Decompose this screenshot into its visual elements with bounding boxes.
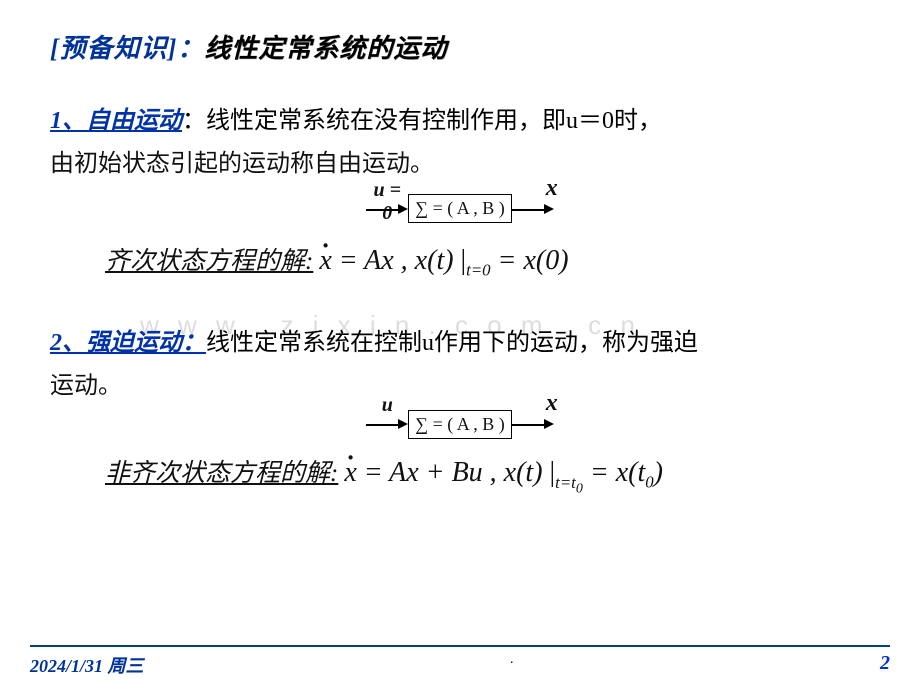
eq2-label: 非齐次状态方程的解: [105,453,338,489]
section2-num: 2、强迫运动： [50,330,206,356]
page-title: [预备知识]：线性定常系统的运动 [50,28,870,65]
diagram1-row: u = 0 ∑ = ( A , B ) x [50,194,870,223]
section2-u: u [422,330,434,356]
eq1-rhs1: = Ax , x(t) [332,245,461,276]
diagram2-arrow-in: u [366,416,408,432]
diagram2: u ∑ = ( A , B ) x [366,410,554,439]
eq2-rhs2: = x(t [583,457,645,488]
section1-heading: 1、自由运动：线性定常系统在没有控制作用，即u＝0时， [50,103,870,140]
section1-num: 1、自由运动 [50,108,182,134]
diagram1-box: ∑ = ( A , B ) [408,194,512,223]
eq2-rhs2sub: 0 [645,473,653,492]
footer: 2024/1/31 周三 . 2 [0,645,920,678]
diagram2-out-label: x [546,390,558,417]
diagram2-box: ∑ = ( A , B ) [408,410,512,439]
equation1: 齐次状态方程的解: x = Ax , x(t) |t=0 = x(0) [105,241,870,281]
section2-heading: 2、强迫运动：线性定常系统在控制u作用下的运动，称为强迫 [50,325,870,362]
footer-page: 2 [880,652,890,678]
section2-desc-a: 线性定常系统在控制 [206,330,422,356]
eq1-sub: t=0 [466,261,490,280]
equation2: 非齐次状态方程的解: x = Ax + Bu , x(t) |t=t0 = x(… [105,453,870,497]
eq2-math: x = Ax + Bu , x(t) |t=t0 = x(t0) [344,457,663,497]
slide-content: [预备知识]：线性定常系统的运动 1、自由运动：线性定常系统在没有控制作用，即u… [0,0,920,497]
section2-line2: 运动。 [50,368,870,404]
title-bracket-close: ]： [168,34,205,63]
section1-desc-b: 时， [614,108,662,134]
diagram1-arrow-in: u = 0 [366,201,408,217]
section2-desc-b: 作用下的运动，称为强迫 [434,330,698,356]
diagram2-in-label: u [366,394,408,417]
title-bracket-term: 预备知识 [60,34,168,63]
diagram1: u = 0 ∑ = ( A , B ) x [366,194,554,223]
diagram1-arrow-out: x [512,201,554,217]
section1-u-eq: u＝0 [566,108,614,134]
footer-rule [30,645,890,647]
eq1-label: 齐次状态方程的解: [105,241,313,277]
footer-dot: . [510,652,514,678]
eq2-rhs2end: ) [654,457,663,488]
section1-line2: 由初始状态引起的运动称自由运动。 [50,146,870,182]
diagram2-row: u ∑ = ( A , B ) x [50,410,870,439]
eq1-rhs2: = x(0) [491,245,569,276]
eq2-rhs1: = Ax + Bu , x(t) [357,457,550,488]
diagram2-arrow-out: x [512,416,554,432]
section1-desc-a: 线性定常系统在没有控制作用，即 [206,108,566,134]
eq2-sub: t=t0 [555,473,583,492]
title-bracket-open: [ [50,34,60,63]
eq2-xdot: x [344,457,356,489]
eq1-math: x = Ax , x(t) |t=0 = x(0) [319,245,568,281]
section1-colon: ： [182,108,206,134]
diagram1-out-label: x [546,175,558,202]
eq1-xdot: x [319,245,331,277]
title-rest: 线性定常系统的运动 [204,34,447,63]
diagram1-in-label: u = 0 [366,179,408,225]
footer-date: 2024/1/31 周三 [30,652,144,678]
